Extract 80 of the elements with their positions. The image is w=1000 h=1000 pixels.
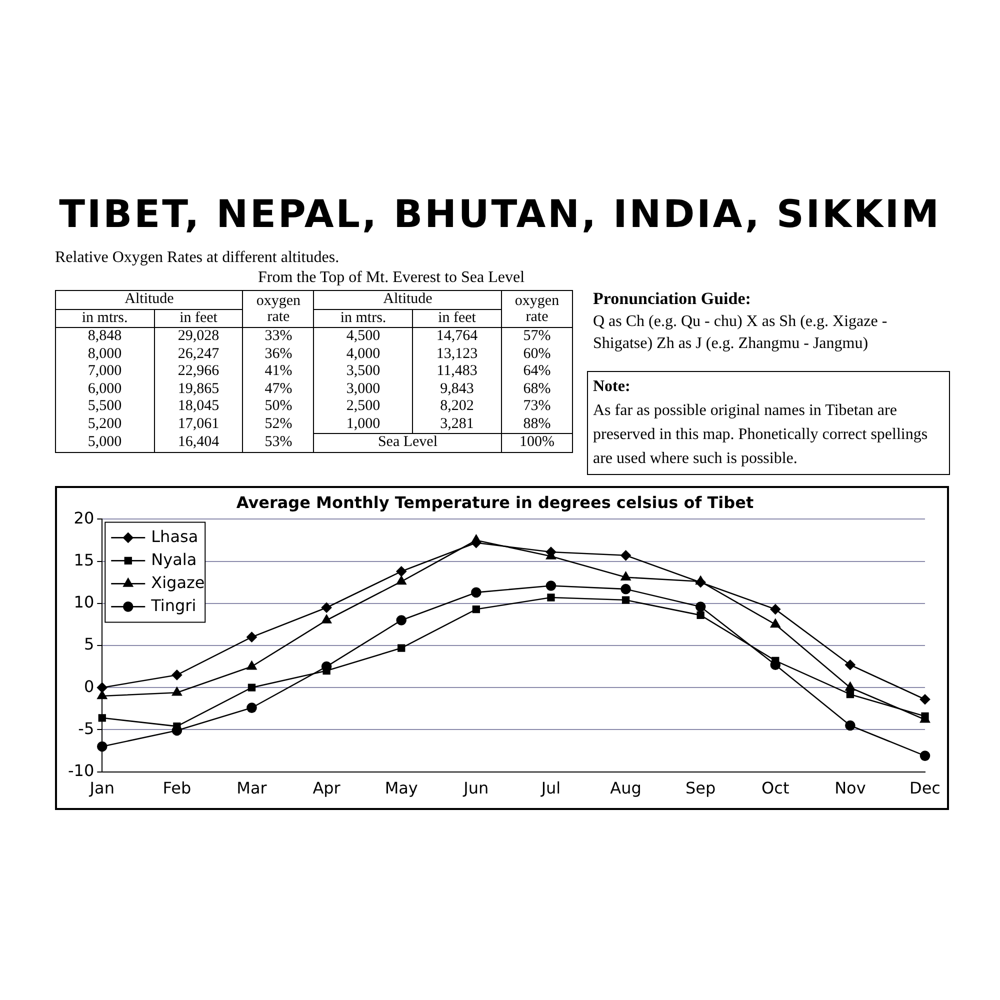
text: oxygen rate <box>242 290 314 328</box>
x-tick-label: Jul <box>540 778 561 798</box>
x-tick-label: Oct <box>762 778 790 798</box>
text: 3,500 <box>314 363 413 380</box>
text: 5,200 <box>56 416 154 434</box>
text: in mtrs. <box>314 309 413 328</box>
text: 6,000 <box>56 380 154 398</box>
text: Altitude <box>314 290 502 309</box>
text: 8,848 <box>56 328 154 346</box>
y-tick-label: -5 <box>78 718 94 738</box>
x-tick-label: Sep <box>686 778 716 798</box>
text: 4,000 <box>314 346 413 363</box>
legend-label: Tingri <box>150 596 196 615</box>
y-tick-label: 5 <box>84 634 94 654</box>
text: 13,123 <box>412 346 502 363</box>
x-tick-label: Feb <box>162 778 192 798</box>
text: 73% <box>502 398 572 416</box>
x-tick-label: Nov <box>834 778 866 798</box>
text: 8,000 <box>56 346 154 363</box>
text: in mtrs. <box>56 309 154 328</box>
text: Relative Oxygen Rates at different altitudes. <box>55 249 340 267</box>
text: 2,500 <box>314 398 413 416</box>
text: 52% <box>242 416 314 434</box>
text: 16,404 <box>154 434 243 452</box>
x-tick-label: Apr <box>312 778 341 798</box>
text: 36% <box>242 346 314 363</box>
y-tick-label: 10 <box>74 592 94 612</box>
text: 8,202 <box>412 398 502 416</box>
chart-title: Average Monthly Temperature in degrees celsius of Tibet <box>236 492 754 512</box>
x-tick-label: Jan <box>88 778 114 798</box>
x-tick-label: Jun <box>462 778 489 798</box>
x-tick-label: Mar <box>236 778 268 798</box>
text: As far as possible original names in Tibetan are preserved in this map. Phonetically correct spellings are used where such is possible. <box>593 401 929 469</box>
text: 1,000 <box>314 416 413 434</box>
text: 29,028 <box>154 328 243 346</box>
text: Altitude <box>56 290 243 309</box>
text: 68% <box>502 380 572 398</box>
text: 100% <box>502 434 572 452</box>
text: 53% <box>242 434 314 452</box>
legend-label: Xigaze <box>151 572 205 592</box>
text: 33% <box>242 328 314 346</box>
text: From the Top of Mt. Everest to Sea Level <box>258 269 525 287</box>
text: 18,045 <box>154 398 243 416</box>
text: 11,483 <box>412 363 502 380</box>
text: Sea Level <box>314 434 502 452</box>
text: 64% <box>502 363 572 380</box>
text: 41% <box>242 363 314 380</box>
x-tick-label: Dec <box>910 778 940 798</box>
text: 26,247 <box>154 346 243 363</box>
text: 7,000 <box>56 363 154 380</box>
text: 4,500 <box>314 328 413 346</box>
y-tick-label: -10 <box>68 760 94 780</box>
text: 9,843 <box>412 380 502 398</box>
text: 3,000 <box>314 380 413 398</box>
text: 57% <box>502 328 572 346</box>
text: 47% <box>242 380 314 398</box>
text: 5,500 <box>56 398 154 416</box>
text: 60% <box>502 346 572 363</box>
text: 17,061 <box>154 416 243 434</box>
text: 19,865 <box>154 380 243 398</box>
text: 88% <box>502 416 572 434</box>
text: Pronunciation Guide: <box>593 289 751 308</box>
text: Q as Ch (e.g. Qu - chu) X as Sh (e.g. Xigaze - Shigatse) Zh as J (e.g. Zhangmu - Jangmu) <box>593 312 888 354</box>
text: in feet <box>154 309 243 328</box>
text: 5,000 <box>56 434 154 452</box>
text: 3,281 <box>412 416 502 434</box>
y-tick-label: 15 <box>74 550 94 570</box>
text: 14,764 <box>412 328 502 346</box>
x-tick-label: May <box>384 778 418 798</box>
x-tick-label: Aug <box>610 778 642 798</box>
text: in feet <box>412 309 502 328</box>
text: Note: <box>593 378 630 395</box>
text: 50% <box>242 398 314 416</box>
y-tick-label: 20 <box>74 508 94 528</box>
text: 22,966 <box>154 363 243 380</box>
legend-label: Lhasa <box>151 526 198 546</box>
legend-label: Nyala <box>151 550 197 569</box>
y-tick-label: 0 <box>84 676 94 696</box>
text: oxygen rate <box>502 290 572 328</box>
text: TIBET, NEPAL, BHUTAN, INDIA, SIKKIM <box>58 192 942 236</box>
